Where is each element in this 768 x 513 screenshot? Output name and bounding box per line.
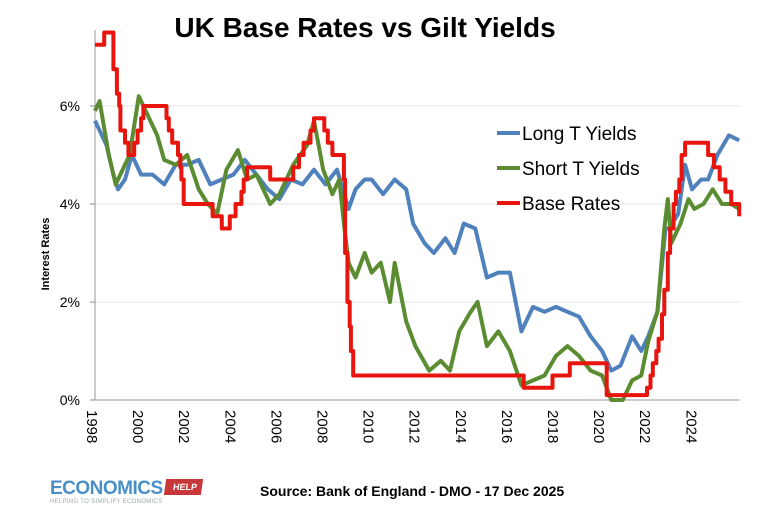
series-line-long-t-yields (93, 119, 741, 373)
logo-subtitle: HELPING TO SIMPLIFY ECONOMICS (50, 499, 163, 505)
logo-tag: HELP (163, 479, 203, 495)
x-tick-labels: 1998 2000 2002 2004 2006 2008 2010 2012 2014 2016… (83, 410, 699, 443)
x-tick-label: 2014 (452, 410, 469, 443)
legend-label: Short T Yields (522, 159, 640, 180)
x-tick-label: 2010 (360, 410, 377, 443)
x-tick-label: 2024 (682, 410, 699, 443)
economics-help-logo[interactable]: ECONOMICS HELP HELPING TO SIMPLIFY ECONOM… (50, 478, 203, 505)
series-line-short-t-yields (93, 94, 741, 402)
y-tick-label: 4% (60, 196, 80, 212)
x-tick-label: 2002 (175, 410, 192, 443)
x-tick-label: 2016 (498, 410, 515, 443)
legend-label: Long T Yields (522, 124, 636, 145)
legend-label: Base Rates (522, 194, 620, 215)
y-axis-label: Interest Rates (40, 218, 52, 291)
series-line-base-rates (95, 30, 742, 398)
x-tick-label: 2018 (544, 410, 561, 443)
y-tick-label: 6% (60, 98, 80, 114)
x-tick-label: 2022 (636, 410, 653, 443)
y-tick-labels: 0% 2% 4% 6% (60, 98, 80, 408)
x-tick-label: 2008 (314, 410, 331, 443)
y-tick-label: 0% (60, 392, 80, 408)
legend: Long T Yields Short T Yields Base Rates (497, 124, 640, 215)
source-note: Source: Bank of England - DMO - 17 Dec 2… (260, 483, 565, 499)
x-tick-label: 2006 (267, 410, 284, 443)
series-lines (93, 30, 742, 402)
x-tick-label: 2020 (590, 410, 607, 443)
chart-title: UK Base Rates vs Gilt Yields (174, 12, 556, 43)
x-tick-label: 2000 (129, 410, 146, 443)
x-tick-label: 2004 (221, 410, 238, 443)
y-tick-label: 2% (60, 294, 80, 310)
axes (90, 30, 740, 401)
x-tick-label: 1998 (83, 410, 100, 443)
logo-word: ECONOMICS (50, 478, 163, 499)
x-tick-label: 2012 (406, 410, 423, 443)
